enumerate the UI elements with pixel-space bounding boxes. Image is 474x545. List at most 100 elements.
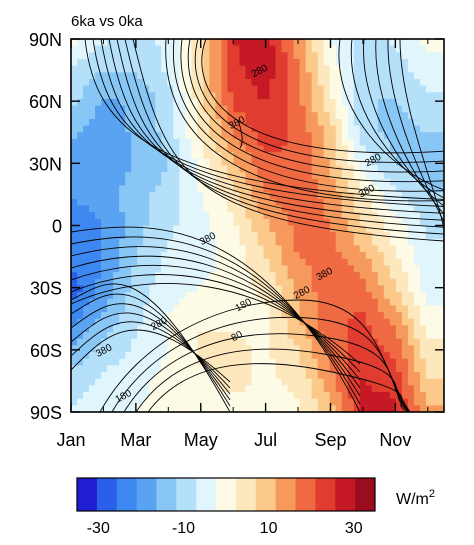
shading-cell [95, 265, 102, 273]
shading-cell [293, 372, 301, 380]
shading-cell [125, 258, 132, 267]
shading-cell [203, 392, 210, 400]
shading-cell [83, 292, 90, 300]
shading-cell [95, 205, 102, 213]
shading-cell [389, 232, 397, 240]
shading-cell [185, 332, 192, 340]
shading-cell [365, 298, 373, 307]
shading-cell [221, 325, 229, 333]
shading-cell [203, 365, 210, 373]
shading-cell [101, 218, 108, 227]
shading-cell [179, 218, 186, 227]
shading-cell [245, 352, 253, 360]
shading-cell [299, 278, 307, 287]
shading-cell [245, 198, 253, 207]
shading-cell [431, 185, 439, 193]
shading-cell [353, 225, 361, 233]
shading-cell [71, 152, 78, 160]
shading-cell [341, 258, 349, 267]
shading-cell [179, 318, 186, 327]
shading-cell [221, 252, 229, 260]
contour-line [71, 226, 361, 412]
shading-cell [167, 398, 174, 406]
shading-cell [437, 158, 444, 167]
shading-cell [119, 272, 126, 280]
shading-cell [119, 358, 126, 366]
shading-cell [293, 285, 301, 293]
shading-cell [209, 58, 216, 67]
shading-cell [155, 278, 162, 287]
shading-cell [185, 318, 192, 327]
shading-cell [125, 205, 132, 213]
shading-cell [275, 252, 283, 260]
shading-cell [341, 345, 349, 353]
shading-cell [185, 365, 192, 373]
shading-cell [389, 318, 397, 327]
shading-cell [125, 218, 132, 227]
shading-cell [89, 405, 96, 412]
shading-cell [137, 85, 144, 93]
shading-cell [179, 265, 186, 273]
shading-cell [215, 332, 223, 340]
contour-line [147, 363, 411, 412]
shading-cell [347, 105, 355, 113]
colorbar-unit-base: W/m [396, 491, 429, 508]
shading-cell [143, 218, 150, 227]
shading-cell [257, 238, 265, 247]
shading-cell [281, 392, 289, 400]
shading-cell [89, 232, 96, 240]
shading-cell [335, 332, 343, 340]
shading-cell [185, 245, 192, 253]
shading-cell [335, 145, 343, 153]
shading-cell [257, 92, 265, 100]
shading-cell [173, 192, 180, 200]
shading-cell [143, 205, 150, 213]
shading-cell [275, 45, 283, 53]
shading-cell [377, 52, 385, 60]
shading-cell [407, 245, 415, 253]
shading-cell [131, 152, 138, 160]
shading-cell [377, 118, 385, 127]
shading-cell [119, 205, 126, 213]
shading-cell [89, 265, 96, 273]
shading-cell [425, 338, 433, 346]
shading-cell [377, 172, 385, 180]
shading-cell [329, 245, 337, 253]
shading-cell [95, 152, 102, 160]
shading-cell [203, 298, 210, 307]
shading-cell [137, 365, 144, 373]
shading-cell [269, 198, 277, 207]
shading-cell [227, 225, 235, 233]
shading-cell [269, 178, 277, 187]
shading-cell [311, 338, 319, 346]
shading-cell [281, 318, 289, 327]
shading-cell [125, 392, 132, 400]
shading-cell [101, 258, 108, 267]
colorbar-swatch [156, 478, 177, 511]
shading-cell [359, 52, 367, 60]
shading-cell [269, 305, 277, 313]
shading-cell [131, 105, 138, 113]
shading-cell [323, 198, 331, 207]
shading-cell [137, 245, 144, 253]
shading-cell [431, 112, 439, 120]
shading-cell [215, 345, 223, 353]
shading-cell [413, 185, 421, 193]
shading-cell [401, 338, 409, 346]
shading-cell [149, 385, 156, 393]
shading-cell [407, 398, 415, 406]
shading-cell [377, 138, 385, 147]
shading-cell [221, 332, 229, 340]
shading-cell [227, 278, 235, 287]
shading-cell [197, 45, 204, 53]
shading-cell [125, 272, 132, 280]
colorbar: -30 -10 10 30W/m2 [76, 477, 435, 537]
shading-cell [263, 378, 271, 386]
shading-cell [389, 405, 397, 412]
shading-cell [407, 312, 415, 320]
shading-cell [221, 65, 229, 73]
shading-cell [323, 258, 331, 267]
shading-cell [215, 138, 223, 147]
shading-cell [155, 105, 162, 113]
shading-cell [143, 145, 150, 153]
